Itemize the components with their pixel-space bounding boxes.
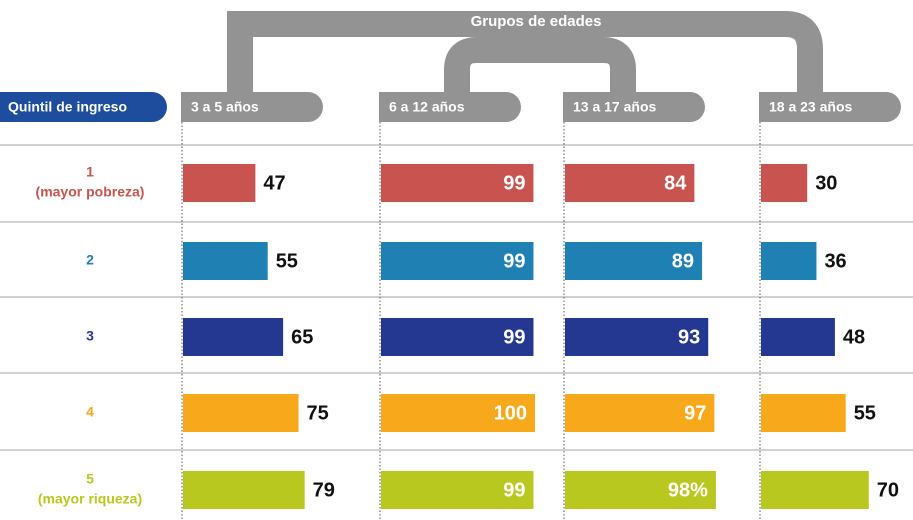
value-label: 36 [824, 250, 846, 272]
value-label: 99 [503, 326, 525, 348]
category-label: 1 [86, 164, 94, 180]
category-label: 4 [86, 404, 94, 420]
bar [381, 242, 534, 280]
value-label: 97 [684, 402, 706, 424]
value-label: 98% [668, 479, 708, 501]
value-label: 99 [503, 479, 525, 501]
category-header: Quintil de ingreso [8, 99, 127, 115]
value-label: 47 [263, 172, 285, 194]
bar [761, 164, 808, 202]
bar [183, 164, 256, 202]
bar [183, 242, 268, 280]
category-label: 3 [86, 328, 94, 344]
bar [761, 242, 817, 280]
bar [565, 164, 695, 202]
value-label: 100 [494, 402, 527, 424]
bar [761, 318, 835, 356]
column-header: 18 a 23 años [769, 99, 852, 115]
value-label: 48 [843, 326, 865, 348]
value-label: 65 [291, 326, 313, 348]
value-label: 99 [503, 172, 525, 194]
age-bracket [227, 10, 823, 100]
bar [565, 394, 715, 432]
bar [565, 242, 703, 280]
bar [381, 318, 534, 356]
value-label: 75 [307, 402, 329, 424]
value-label: 55 [276, 250, 298, 272]
value-label: 30 [815, 172, 837, 194]
column-header-box [181, 92, 323, 122]
column-header-box [759, 92, 901, 122]
category-note: (mayor riqueza) [38, 491, 142, 507]
value-label: 89 [672, 250, 694, 272]
column-header: 13 a 17 años [573, 99, 656, 115]
bracket-outer [227, 10, 823, 100]
value-label: 70 [877, 479, 899, 501]
column-header: 3 a 5 años [191, 99, 259, 115]
bar [761, 471, 869, 509]
column-header: 6 a 12 años [389, 99, 465, 115]
value-label: 93 [678, 326, 700, 348]
column-header-box [379, 92, 521, 122]
bar [183, 394, 299, 432]
bar [381, 471, 534, 509]
bar [381, 164, 534, 202]
category-label: 2 [86, 252, 94, 268]
category-label: 5 [86, 471, 94, 487]
bar [183, 471, 305, 509]
bar [183, 318, 284, 356]
value-label: 55 [854, 402, 876, 424]
bar [565, 471, 716, 509]
value-label: 84 [664, 172, 687, 194]
chart-title: Grupos de edades [471, 13, 602, 30]
value-label: 79 [313, 479, 335, 501]
bar [381, 394, 535, 432]
bracket-inner [444, 37, 636, 100]
bar [761, 394, 846, 432]
column-header-box [563, 92, 705, 122]
bar [565, 318, 709, 356]
value-label: 99 [503, 250, 525, 272]
category-header-box [0, 92, 167, 122]
category-note: (mayor pobreza) [36, 184, 145, 200]
